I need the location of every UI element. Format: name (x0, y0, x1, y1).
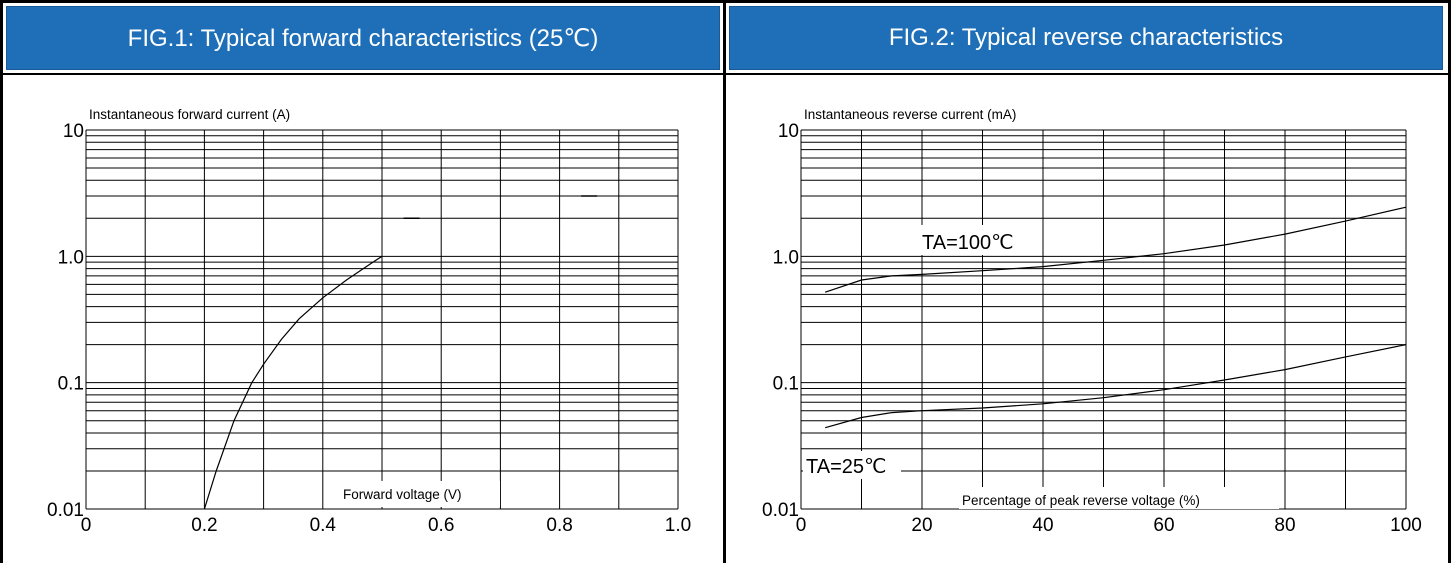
x-tick-label: 0 (81, 515, 92, 536)
y-tick-label: 0.1 (773, 374, 799, 395)
series-label-ta-100: TA=100℃ (922, 232, 1014, 254)
panel-2-title: FIG.2: Typical reverse characteristics (888, 24, 1284, 51)
x-tick-label: 20 (911, 515, 932, 536)
series-2-label-box (803, 451, 901, 479)
header-underline (0, 73, 1451, 75)
y-axis-label: Instantaneous reverse current (mA) (804, 107, 1016, 122)
x-tick-label: 0 (796, 515, 807, 536)
x-tick-label: 0.6 (428, 515, 454, 536)
outer-border-right (1448, 0, 1451, 563)
panel-divider (723, 0, 726, 563)
series-line-1 (825, 206, 1407, 293)
x-tick-label: 0.4 (310, 515, 337, 536)
y-tick-label: 0.01 (47, 500, 84, 521)
series-1-label-box (918, 225, 1030, 255)
x-tick-label: 100 (1390, 515, 1422, 536)
y-axis-label: Instantaneous forward current (A) (89, 107, 290, 122)
reverse-characteristics-chart: 10 1.0 0.1 0.010 20 40 60 80 100 Instantaneous re… (762, 107, 1422, 536)
y-tick-label: 1.0 (58, 247, 84, 268)
x-tick-label: 1.0 (665, 515, 691, 536)
outer-border-left (0, 0, 3, 563)
x-tick-label: 0.8 (546, 515, 572, 536)
panel-2-header: FIG.2: Typical reverse characteristics (729, 6, 1443, 70)
x-axis-label-box (338, 481, 500, 507)
y-tick-label: 0.1 (58, 374, 84, 395)
x-tick-label: 60 (1153, 515, 1174, 536)
y-tick-label: 0.01 (762, 500, 799, 521)
forward-characteristics-chart: 10 1.0 0.1 0.010 0.2 0.4 0.6 0.8 1.0 Instantaneou… (47, 107, 691, 536)
x-axis-label: Forward voltage (V) (343, 487, 462, 502)
y-tick-label: 10 (778, 121, 799, 142)
series-line-2 (825, 344, 1407, 429)
panel-1-header: FIG.1: Typical forward characteristics (… (6, 6, 720, 70)
x-tick-label: 0.2 (191, 515, 217, 536)
x-tick-label: 40 (1032, 515, 1053, 536)
x-tick-label: 80 (1274, 515, 1295, 536)
series-label-ta-25: TA=25℃ (806, 456, 886, 478)
y-tick-label: 1.0 (773, 247, 799, 268)
panel-1-title: FIG.1: Typical forward characteristics (… (127, 24, 599, 52)
x-axis-label-box (959, 487, 1279, 509)
y-tick-label: 10 (63, 121, 84, 142)
x-axis-label: Percentage of peak reverse voltage (%) (962, 493, 1200, 508)
series-line-1 (203, 255, 383, 510)
